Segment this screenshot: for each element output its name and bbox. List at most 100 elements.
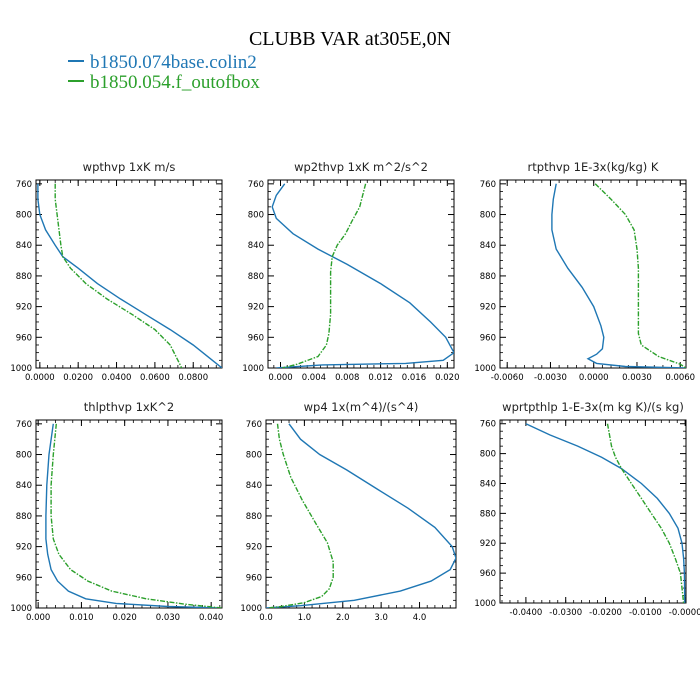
page-title: CLUBB VAR at305E,0N xyxy=(248,28,452,50)
y-tick-label: 800 xyxy=(480,211,496,221)
x-tick-label: -0.0100 xyxy=(629,608,662,618)
plot-frame xyxy=(499,179,687,369)
y-tick-label: 800 xyxy=(480,450,496,460)
legend-item-series-1: b1850.074base.colin2 xyxy=(68,52,257,74)
y-tick-label: 800 xyxy=(246,451,262,461)
series-line-1 xyxy=(551,183,686,368)
y-tick-label: 760 xyxy=(16,180,32,190)
plot-frame xyxy=(265,419,457,609)
plot-frame xyxy=(499,419,687,604)
chart-panel-5: wp4 1x(m^4)/(s^4) 0.0 1.0 2.0 3.0 4.0 760 800 84… xyxy=(240,400,457,623)
x-tick-label: 4.0 xyxy=(413,613,427,623)
y-tick-label: 840 xyxy=(480,479,496,489)
x-tick-label: 0.0400 xyxy=(102,373,132,383)
y-tick-label: 880 xyxy=(480,509,496,519)
panel-title: rtpthvp 1E-3x(kg/kg) K xyxy=(528,160,659,174)
chart-panel-3: rtpthvp 1E-3x(kg/kg) K -0.0060 -0.0030 0.00… xyxy=(474,160,695,383)
series-line-2 xyxy=(594,183,686,368)
y-tick-label: 1000 xyxy=(474,364,496,374)
x-tick-label: -0.0200 xyxy=(589,608,622,618)
series-line-2 xyxy=(606,423,685,603)
chart-panel-6: wprtpthlp 1-E-3x(m kg K)/(s kg) -0.0400 -0… xyxy=(474,400,700,618)
x-tick-label: 0.0 xyxy=(259,613,273,623)
x-tick-label: 0.004 xyxy=(302,373,326,383)
y-tick-label: 880 xyxy=(16,512,32,522)
x-tick-label: 0.0800 xyxy=(178,373,208,383)
series-line-1 xyxy=(45,423,220,608)
y-tick-label: 960 xyxy=(16,333,32,343)
chart-panel-1: wpthvp 1xK m/s 0.0000 0.0200 0.0400 0.0600 0.… xyxy=(10,160,223,383)
panel-title: wp4 1x(m^4)/(s^4) xyxy=(304,400,419,414)
x-tick-label: -0.0400 xyxy=(509,608,542,618)
y-tick-label: 760 xyxy=(480,420,496,430)
x-tick-label: 0.040 xyxy=(199,613,223,623)
y-tick-label: 960 xyxy=(246,573,262,583)
x-tick-label: 0.012 xyxy=(368,373,392,383)
x-tick-label: 0.000 xyxy=(268,373,292,383)
legend-item-series-2: b1850.054.f_outofbox xyxy=(68,72,260,94)
series-line-1 xyxy=(525,423,686,603)
panel-title: thlpthvp 1xK^2 xyxy=(84,400,174,414)
y-tick-label: 840 xyxy=(248,241,264,251)
y-tick-label: 880 xyxy=(480,272,496,282)
y-tick-label: 1000 xyxy=(10,604,32,614)
y-tick-label: 800 xyxy=(16,211,32,221)
x-tick-label: 0.000 xyxy=(26,613,50,623)
x-tick-label: -0.0000 xyxy=(669,608,700,618)
plot-frame xyxy=(35,179,223,369)
series-line-1 xyxy=(37,183,222,368)
plot-frame xyxy=(267,179,455,369)
y-tick-label: 1000 xyxy=(10,364,32,374)
x-tick-label: 0.020 xyxy=(113,613,137,623)
y-tick-label: 760 xyxy=(248,180,264,190)
x-tick-label: 0.0030 xyxy=(622,373,652,383)
legend-line-icon xyxy=(68,79,84,82)
x-tick-label: 2.0 xyxy=(336,613,350,623)
x-tick-label: -0.0300 xyxy=(549,608,582,618)
y-tick-label: 840 xyxy=(16,481,32,491)
y-tick-label: 960 xyxy=(480,569,496,579)
y-tick-label: 920 xyxy=(16,303,32,313)
panel-title: wpthvp 1xK m/s xyxy=(83,160,176,174)
y-tick-label: 960 xyxy=(16,573,32,583)
series-line-1 xyxy=(266,423,456,608)
chart-panel-4: thlpthvp 1xK^2 0.000 0.010 0.020 0.030 0.040 7… xyxy=(10,400,223,623)
series-line-2 xyxy=(267,423,334,608)
x-tick-label: 0.0600 xyxy=(140,373,170,383)
x-tick-label: 0.0200 xyxy=(63,373,93,383)
x-tick-label: -0.0060 xyxy=(491,373,524,383)
y-tick-label: 880 xyxy=(16,272,32,282)
series-line-1 xyxy=(271,183,454,368)
y-tick-label: 800 xyxy=(248,211,264,221)
x-tick-label: 0.010 xyxy=(69,613,93,623)
plot-frame xyxy=(35,419,223,609)
y-tick-label: 960 xyxy=(480,333,496,343)
series-line-2 xyxy=(54,183,183,368)
y-tick-label: 1000 xyxy=(242,364,264,374)
chart-panel-2: wp2thvp 1xK m^2/s^2 0.000 0.004 0.008 0.012 0… xyxy=(242,160,459,383)
legend-label: b1850.074base.colin2 xyxy=(90,52,257,73)
y-tick-label: 1000 xyxy=(474,599,496,609)
y-tick-label: 800 xyxy=(16,451,32,461)
legend-label: b1850.054.f_outofbox xyxy=(90,72,260,93)
legend-line-icon xyxy=(68,59,84,62)
x-tick-label: 0.016 xyxy=(402,373,426,383)
y-tick-label: 960 xyxy=(248,333,264,343)
x-tick-label: 3.0 xyxy=(374,613,388,623)
y-tick-label: 920 xyxy=(480,303,496,313)
y-tick-label: 1000 xyxy=(240,604,262,614)
panel-title: wprtpthlp 1-E-3x(m kg K)/(s kg) xyxy=(502,400,684,414)
x-tick-label: 0.0000 xyxy=(25,373,55,383)
y-tick-label: 920 xyxy=(248,303,264,313)
x-tick-label: 1.0 xyxy=(298,613,312,623)
x-tick-label: 0.008 xyxy=(335,373,359,383)
y-tick-label: 760 xyxy=(16,420,32,430)
series-line-2 xyxy=(50,423,222,608)
y-tick-label: 840 xyxy=(246,481,262,491)
y-tick-label: 920 xyxy=(16,543,32,553)
y-tick-label: 840 xyxy=(16,241,32,251)
x-tick-label: 0.020 xyxy=(435,373,459,383)
series-line-2 xyxy=(282,183,367,368)
panel-title: wp2thvp 1xK m^2/s^2 xyxy=(294,160,428,174)
